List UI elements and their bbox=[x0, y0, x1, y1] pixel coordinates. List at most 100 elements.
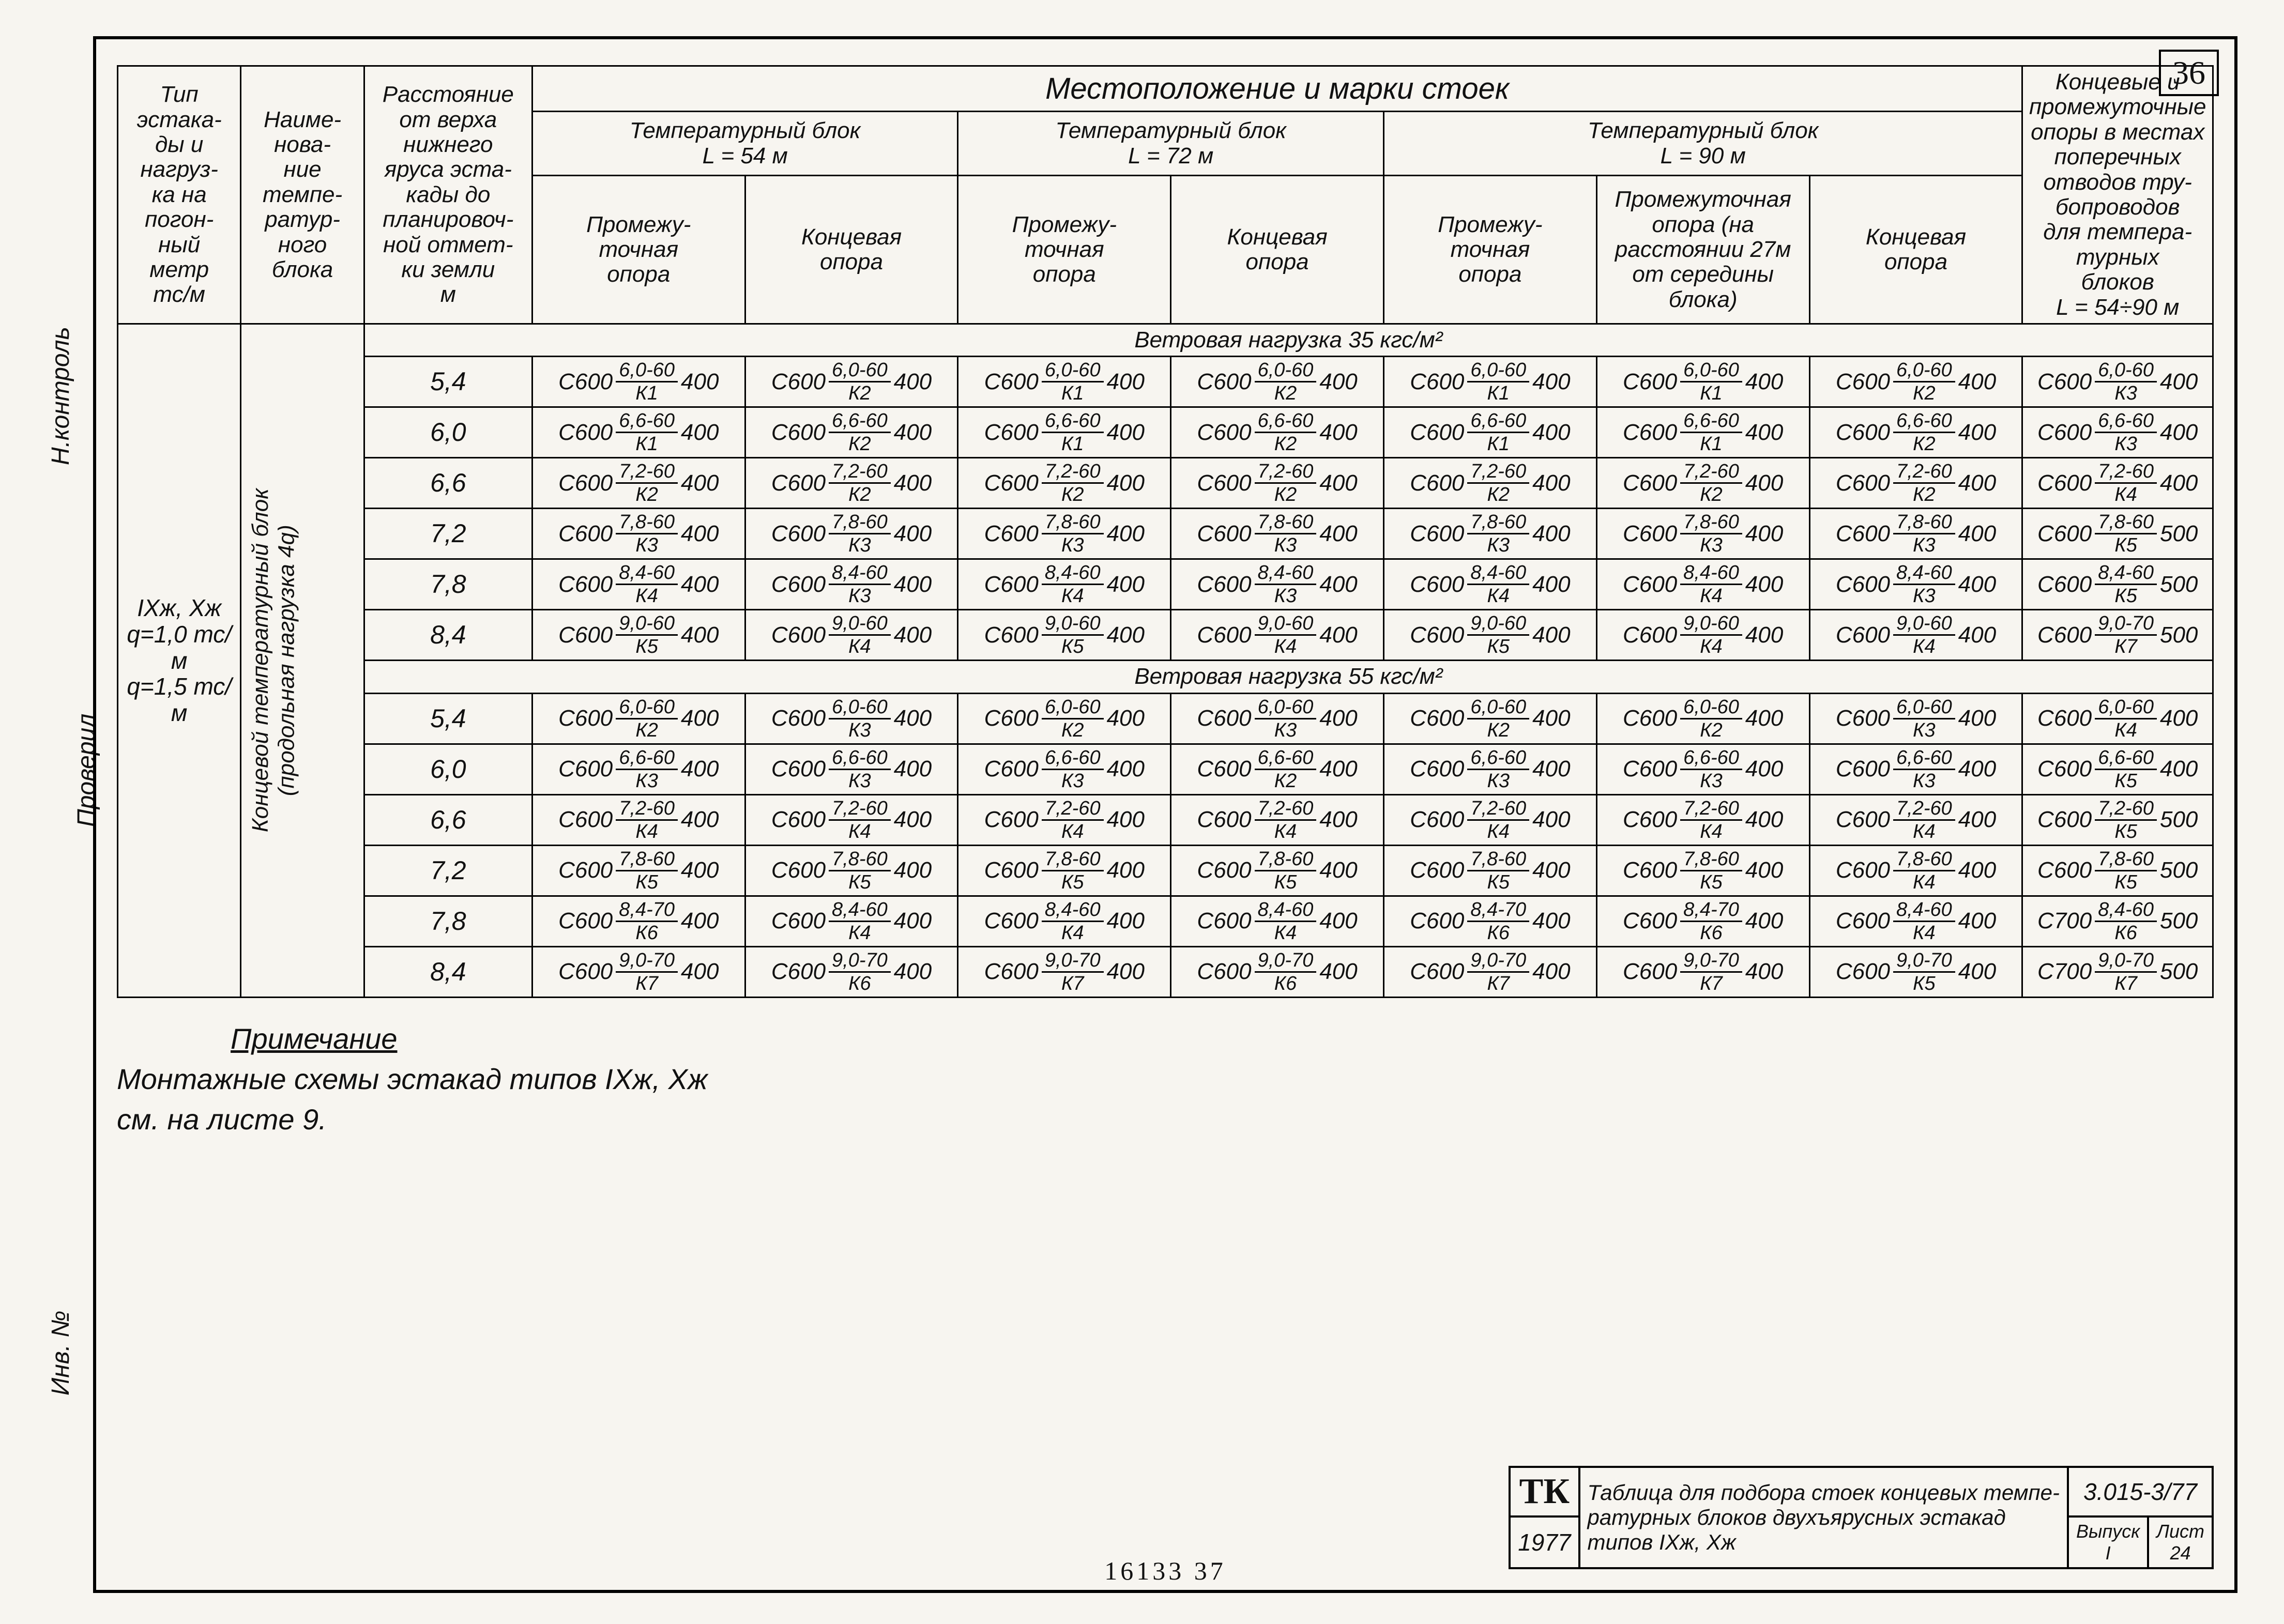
mark-cell: С6007,2-60К2400 bbox=[532, 458, 745, 509]
mark-cell: С6006,6-60К1400 bbox=[958, 407, 1171, 458]
page-number: 36 bbox=[2159, 50, 2219, 96]
mark-cell: С6008,4-60К3400 bbox=[1809, 559, 2022, 610]
mark-cell: С6008,4-60К3400 bbox=[1171, 559, 1384, 610]
mark-cell: С6007,8-60К5500 bbox=[2022, 845, 2213, 896]
mark-cell: С6006,0-60К2400 bbox=[1384, 693, 1597, 744]
mark-cell: С6006,6-60К2400 bbox=[1171, 744, 1384, 794]
mark-cell: С6008,4-70К6400 bbox=[1596, 896, 1809, 946]
mark-cell: С6009,0-60К5400 bbox=[958, 610, 1171, 661]
hdr-block72: Температурный блок L = 72 м bbox=[958, 111, 1384, 176]
mark-cell: С6006,6-60К1400 bbox=[1596, 407, 1809, 458]
mark-cell: С6006,6-60К3400 bbox=[532, 744, 745, 794]
mark-cell: С6006,6-60К1400 bbox=[1384, 407, 1597, 458]
mark-cell: С6007,8-60К5500 bbox=[2022, 509, 2213, 559]
mark-cell: С6007,2-60К4400 bbox=[958, 794, 1171, 845]
hdr-type: Тип эстака- ды и нагруз- ка на погон- ны… bbox=[118, 66, 241, 324]
mark-cell: С6007,2-60К4400 bbox=[745, 794, 958, 845]
mark-cell: С6007,8-60К5400 bbox=[958, 845, 1171, 896]
mark-cell: С6007,2-60К2400 bbox=[958, 458, 1171, 509]
hdr-90-inter2: Промежуточная опора (на расстоянии 27м о… bbox=[1596, 176, 1809, 324]
mark-cell: С6007,8-60К3400 bbox=[1384, 509, 1597, 559]
hdr-block90: Температурный блок L = 90 м bbox=[1384, 111, 2022, 176]
height-cell: 7,2 bbox=[364, 845, 532, 896]
hdr-90-inter: Промежу- точная опора bbox=[1384, 176, 1597, 324]
table-row: 7,2С6007,8-60К3400С6007,8-60К3400С6007,8… bbox=[118, 509, 2213, 559]
mark-cell: С6008,4-60К4400 bbox=[1596, 559, 1809, 610]
hdr-90-end: Концевая опора bbox=[1809, 176, 2022, 324]
mark-cell: С6007,2-60К4400 bbox=[2022, 458, 2213, 509]
table-row: 7,8С6008,4-70К6400С6008,4-60К4400С6008,4… bbox=[118, 896, 2213, 946]
height-cell: 8,4 bbox=[364, 946, 532, 997]
mark-cell: С6007,2-60К4400 bbox=[1384, 794, 1597, 845]
mark-cell: С6006,6-60К2400 bbox=[1809, 407, 2022, 458]
mark-cell: С6007,2-60К2400 bbox=[745, 458, 958, 509]
mark-cell: С6009,0-60К4400 bbox=[745, 610, 958, 661]
row-type-cell: IXж, Xж q=1,0 тс/м q=1,5 тс/м bbox=[118, 324, 241, 997]
hdr-name: Наиме- нова- ние темпе- ратур- ного блок… bbox=[241, 66, 364, 324]
mark-cell: С6007,8-60К3400 bbox=[1171, 509, 1384, 559]
table-body: IXж, Xж q=1,0 тс/м q=1,5 тс/мКонцевой те… bbox=[118, 324, 2213, 997]
table-row: 6,0С6006,6-60К3400С6006,6-60К3400С6006,6… bbox=[118, 744, 2213, 794]
margin-text-1: Инв. № bbox=[47, 1311, 75, 1396]
mark-cell: С6007,8-60К5400 bbox=[745, 845, 958, 896]
mark-cell: С6006,0-60К1400 bbox=[532, 357, 745, 407]
mark-cell: С6007,8-60К5400 bbox=[1384, 845, 1597, 896]
hdr-72-end: Концевая опора bbox=[1171, 176, 1384, 324]
mark-cell: С6006,0-60К4400 bbox=[2022, 693, 2213, 744]
mark-cell: С6007,8-60К5400 bbox=[1171, 845, 1384, 896]
mark-cell: С6006,0-60К1400 bbox=[1596, 357, 1809, 407]
mark-cell: С6008,4-60К4400 bbox=[958, 896, 1171, 946]
mark-cell: С6007,8-60К4400 bbox=[1809, 845, 2022, 896]
hdr-54-inter: Промежу- точная опора bbox=[532, 176, 745, 324]
mark-cell: С7009,0-70К7500 bbox=[2022, 946, 2213, 997]
section-header-row: IXж, Xж q=1,0 тс/м q=1,5 тс/мКонцевой те… bbox=[118, 324, 2213, 356]
mark-cell: С6006,0-60К1400 bbox=[1384, 357, 1597, 407]
mark-cell: С6006,0-60К3400 bbox=[745, 693, 958, 744]
table-row: 6,6С6007,2-60К4400С6007,2-60К4400С6007,2… bbox=[118, 794, 2213, 845]
mark-cell: С6009,0-70К7400 bbox=[532, 946, 745, 997]
mark-cell: С6007,2-60К4400 bbox=[1171, 794, 1384, 845]
footer-archive-code: 16133 37 bbox=[1104, 1556, 1226, 1586]
title-block: ТК Таблица для подбора стоек концевых те… bbox=[1509, 1466, 2214, 1569]
height-cell: 7,8 bbox=[364, 896, 532, 946]
height-cell: 8,4 bbox=[364, 610, 532, 661]
mark-cell: С6008,4-60К3400 bbox=[745, 559, 958, 610]
note-title: Примечание bbox=[231, 1019, 2214, 1059]
height-cell: 5,4 bbox=[364, 357, 532, 407]
mark-cell: С6009,0-60К5400 bbox=[532, 610, 745, 661]
mark-cell: С6008,4-60К4400 bbox=[532, 559, 745, 610]
mark-cell: С6009,0-70К7400 bbox=[1596, 946, 1809, 997]
mark-cell: С6007,2-60К4400 bbox=[1596, 794, 1809, 845]
mark-cell: С6007,8-60К3400 bbox=[745, 509, 958, 559]
mark-cell: С6009,0-70К7500 bbox=[2022, 610, 2213, 661]
mark-cell: С6006,6-60К2400 bbox=[745, 407, 958, 458]
drawing-sheet: Инв. № Проверил Н.контроль 36 Тип эстака… bbox=[0, 0, 2284, 1624]
mark-cell: С6006,6-60К3400 bbox=[1809, 744, 2022, 794]
hdr-72-inter: Промежу- точная опора bbox=[958, 176, 1171, 324]
height-cell: 7,8 bbox=[364, 559, 532, 610]
mark-cell: С6007,2-60К4400 bbox=[532, 794, 745, 845]
table-row: 6,6С6007,2-60К2400С6007,2-60К2400С6007,2… bbox=[118, 458, 2213, 509]
mark-cell: С6008,4-70К6400 bbox=[532, 896, 745, 946]
mark-cell: С6007,2-60К2400 bbox=[1384, 458, 1597, 509]
mark-cell: С6008,4-60К4400 bbox=[745, 896, 958, 946]
hdr-right: Концевые и промежуточные опоры в местах … bbox=[2022, 66, 2213, 324]
mark-cell: С6008,4-60К4400 bbox=[1384, 559, 1597, 610]
mark-cell: С6006,0-60К2400 bbox=[532, 693, 745, 744]
tb-code: 3.015-3/77 bbox=[2068, 1467, 2213, 1516]
mark-cell: С6006,6-60К3400 bbox=[745, 744, 958, 794]
mark-cell: С6006,6-60К3400 bbox=[958, 744, 1171, 794]
mark-cell: С6006,0-60К2400 bbox=[958, 693, 1171, 744]
mark-cell: С6006,0-60К3400 bbox=[1171, 693, 1384, 744]
mark-cell: С6006,0-60К2400 bbox=[745, 357, 958, 407]
mark-cell: С6006,0-60К3400 bbox=[1809, 693, 2022, 744]
table-row: 7,8С6008,4-60К4400С6008,4-60К3400С6008,4… bbox=[118, 559, 2213, 610]
section-title: Ветровая нагрузка 35 кгс/м² bbox=[364, 324, 2213, 356]
section-title: Ветровая нагрузка 55 кгс/м² bbox=[364, 661, 2213, 693]
section-header-row: Ветровая нагрузка 55 кгс/м² bbox=[118, 661, 2213, 693]
mark-cell: С6009,0-70К7400 bbox=[1384, 946, 1597, 997]
mark-cell: С6007,8-60К5400 bbox=[1596, 845, 1809, 896]
mark-cell: С6009,0-70К5400 bbox=[1809, 946, 2022, 997]
mark-cell: С6007,2-60К2400 bbox=[1596, 458, 1809, 509]
height-cell: 5,4 bbox=[364, 693, 532, 744]
